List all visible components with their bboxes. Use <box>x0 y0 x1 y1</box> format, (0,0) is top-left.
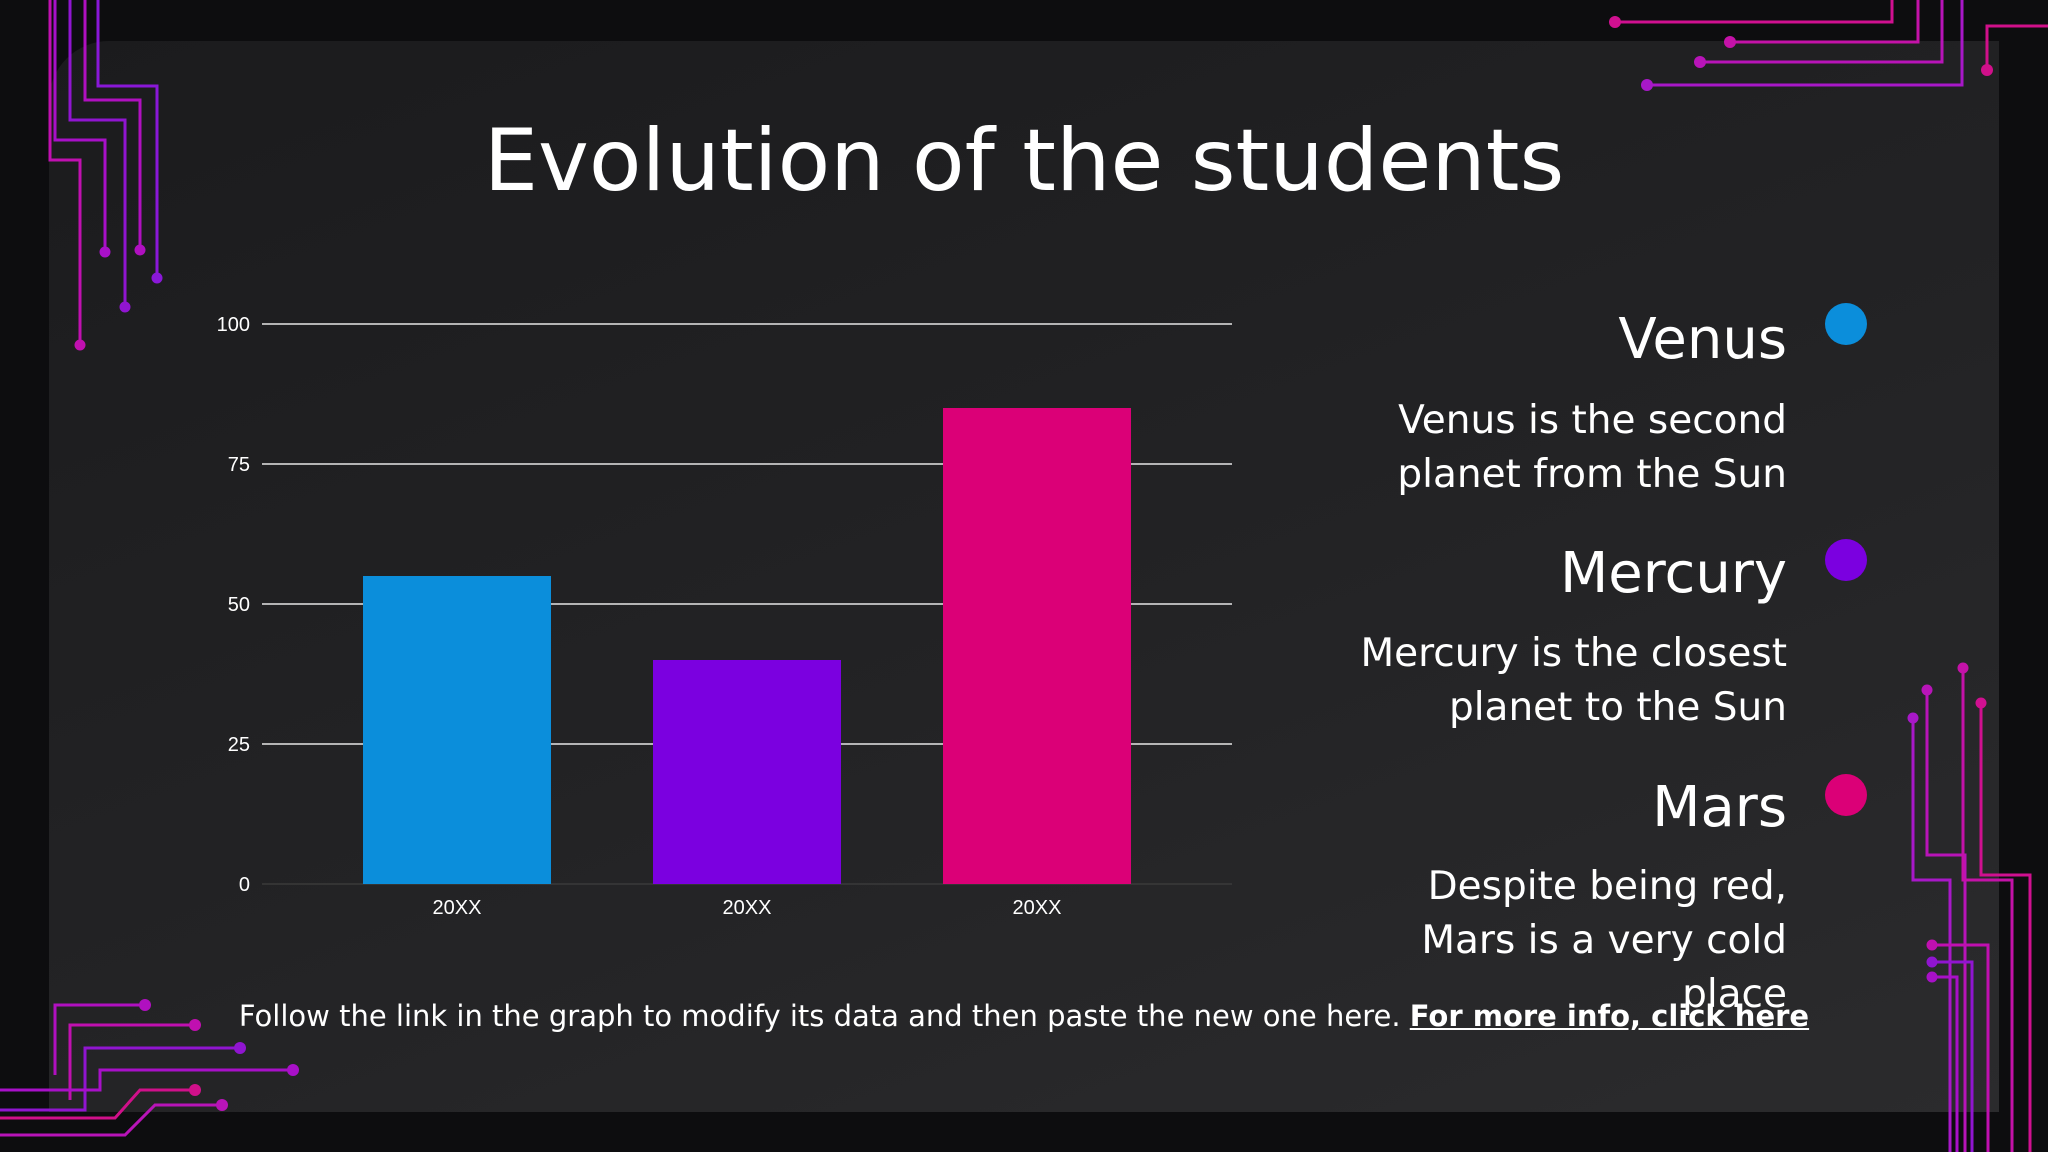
circuit-trace <box>1979 703 2032 1152</box>
mercury-dot-icon <box>1825 539 1867 581</box>
circuit-node <box>1641 79 1653 91</box>
venus-dot-icon <box>1825 303 1867 345</box>
circuit-node <box>189 1084 201 1096</box>
x-tick-label: 20XX <box>1013 897 1062 919</box>
y-tick-label: 50 <box>228 594 250 616</box>
circuit-trace <box>53 0 107 252</box>
circuit-trace <box>1700 0 1944 64</box>
circuit-node <box>99 246 111 258</box>
circuit-trace <box>96 0 159 278</box>
x-tick-label: 20XX <box>723 897 772 919</box>
circuit-node <box>1921 684 1933 696</box>
circuit-node <box>1694 56 1706 68</box>
legend-name-mars: Mars <box>1652 775 1787 840</box>
footer-note: Follow the link in the graph to modify i… <box>0 998 2048 1034</box>
circuit-node <box>216 1099 228 1111</box>
y-tick-label: 75 <box>228 454 250 476</box>
legend-desc-mars: Despite being red, Mars is a very cold p… <box>1421 864 1787 1017</box>
circuit-node <box>1926 939 1938 951</box>
bar[interactable] <box>653 660 841 884</box>
circuit-trace <box>1961 668 2014 1152</box>
circuit-node <box>1975 697 1987 709</box>
circuit-trace <box>83 0 142 250</box>
circuit-trace <box>53 1003 145 1075</box>
circuit-trace <box>0 1046 240 1112</box>
circuit-trace <box>1985 24 2048 70</box>
circuit-node <box>1957 662 1969 674</box>
mars-dot-icon <box>1825 774 1867 816</box>
x-tick-label: 20XX <box>433 897 482 919</box>
circuit-node <box>134 244 146 256</box>
bar[interactable] <box>363 576 551 884</box>
circuit-node <box>139 999 151 1011</box>
circuit-node <box>287 1064 299 1076</box>
legend-name-mercury: Mercury <box>1559 541 1787 606</box>
bar[interactable] <box>943 408 1131 884</box>
circuit-trace <box>1932 960 1974 1152</box>
circuit-node <box>1926 956 1938 968</box>
circuit-trace <box>0 1068 293 1092</box>
circuit-node <box>1724 36 1736 48</box>
circuit-trace <box>0 1103 222 1137</box>
circuit-trace <box>68 0 127 307</box>
circuit-trace <box>1932 975 1959 1152</box>
footer-text: Follow the link in the graph to modify i… <box>238 999 1410 1033</box>
circuit-trace <box>1647 0 1964 87</box>
circuit-trace <box>48 0 82 345</box>
y-tick-label: 0 <box>239 874 250 896</box>
slide-title: Evolution of the students <box>483 111 1565 211</box>
legend-desc-mercury: Mercury is the closest planet to the Sun <box>1360 631 1787 730</box>
circuit-node <box>119 301 131 313</box>
circuit-node <box>1981 64 1993 76</box>
circuit-trace <box>1925 690 1967 1152</box>
circuit-node <box>234 1042 246 1054</box>
circuit-node <box>189 1019 201 1031</box>
legend-name-venus: Venus <box>1618 307 1787 372</box>
circuit-node <box>1609 16 1621 28</box>
circuit-node <box>1907 712 1919 724</box>
circuit-trace <box>1615 0 1894 24</box>
circuit-node <box>1926 971 1938 983</box>
circuit-trace <box>68 1023 195 1100</box>
more-info-link[interactable]: For more info, click here <box>1409 999 1810 1033</box>
circuit-trace <box>1911 718 1952 1152</box>
circuit-trace <box>0 1088 195 1120</box>
circuit-node <box>74 339 86 351</box>
y-tick-label: 25 <box>228 734 250 756</box>
circuit-node <box>151 272 163 284</box>
legend-desc-venus: Venus is the second planet from the Sun <box>1397 398 1787 497</box>
circuit-trace <box>1932 943 1990 1152</box>
circuit-trace <box>1730 0 1920 44</box>
y-tick-label: 100 <box>217 314 250 336</box>
